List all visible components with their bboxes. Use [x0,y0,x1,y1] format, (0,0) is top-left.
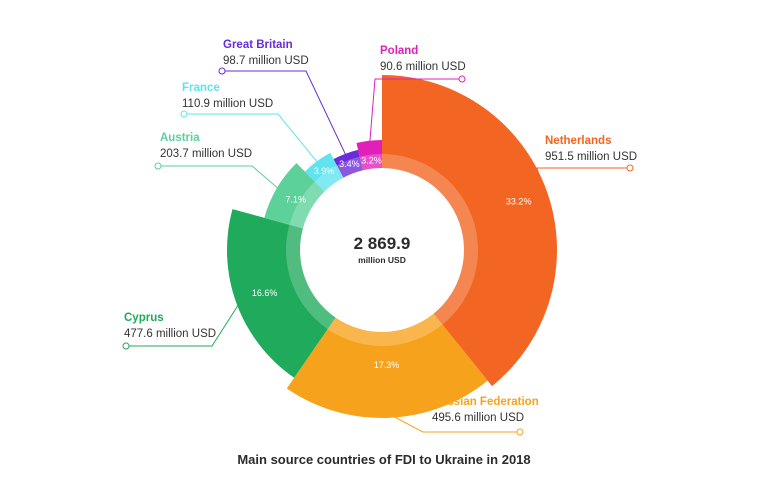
percent-label-great-britain: 3.4% [339,159,360,169]
series-name-russian-federation: Russian Federation [432,396,539,408]
slice-france [304,152,344,192]
slice-inner-band-poland [359,154,382,171]
slice-great-britain [333,149,363,178]
series-name-great-britain: Great Britain [223,39,293,51]
series-value-poland: 90.6 million USD [380,61,466,73]
slice-austria [264,162,325,229]
slice-inner-band-russian-federation [327,313,443,347]
leader-line-poland [369,78,462,145]
center-total-value: 2 869.9 [354,234,411,253]
slice-netherlands [382,75,557,387]
percent-label-russian-federation: 17.3% [374,360,400,370]
series-value-russian-federation: 495.6 million USD [432,412,524,424]
series-value-france: 110.9 million USD [182,98,273,110]
slice-inner-band-cyprus [286,224,336,330]
leader-line-russian-federation [388,413,520,433]
leader-line-cyprus [126,301,241,347]
series-value-netherlands: 951.5 million USD [545,151,637,163]
leader-dot-poland [458,75,466,83]
series-name-poland: Poland [380,45,418,57]
slice-cyprus [227,209,336,378]
leader-dot-netherlands [626,164,634,172]
slice-poland [356,140,382,171]
slice-inner-band-great-britain [336,156,363,178]
leader-dot-great-britain [218,67,226,75]
slice-inner-band-netherlands [382,154,478,325]
leader-line-austria [158,165,281,191]
leader-dot-france [180,110,188,118]
percent-label-netherlands: 33.2% [506,197,532,207]
slice-inner-band-austria [289,181,325,229]
series-name-cyprus: Cyprus [124,312,164,324]
leader-line-great-britain [222,70,348,158]
chart-title: Main source countries of FDI to Ukraine … [237,452,531,467]
percent-label-poland: 3.2% [361,156,382,166]
slice-inner-band-france [314,165,344,192]
leader-dot-russian-federation [516,428,524,436]
leader-lines [122,67,634,436]
leader-dot-cyprus [122,342,130,350]
percent-label-france: 3.9% [314,166,335,176]
leader-line-netherlands [536,167,630,194]
series-value-cyprus: 477.6 million USD [124,328,216,340]
percent-label-cyprus: 16.6% [252,288,278,298]
leader-line-france [184,113,320,165]
slice-russian-federation [286,313,488,418]
series-name-netherlands: Netherlands [545,135,611,147]
series-value-great-britain: 98.7 million USD [223,55,309,67]
series-name-france: France [182,82,220,94]
leader-dot-austria [154,162,162,170]
donut-slices [227,75,557,418]
center-total-unit: million USD [358,255,406,265]
percent-label-austria: 7.1% [285,194,306,204]
series-value-austria: 203.7 million USD [160,148,252,160]
series-name-austria: Austria [160,132,200,144]
slice-labels: 33.2% Netherlands 951.5 million USD 17.3% Ru… [124,39,637,424]
